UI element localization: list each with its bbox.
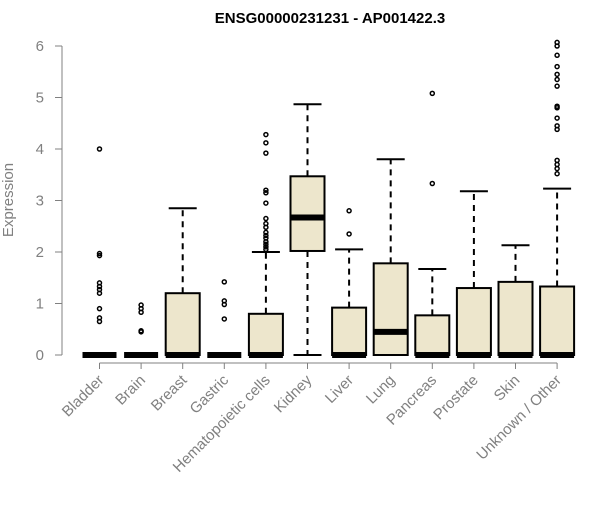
box-lung bbox=[372, 158, 409, 356]
outlier-point bbox=[429, 90, 436, 97]
outlier-point bbox=[554, 115, 560, 121]
x-tick-label: Breast bbox=[148, 371, 191, 414]
outlier-point bbox=[554, 43, 560, 49]
outlier-point bbox=[138, 309, 144, 316]
outlier-point bbox=[221, 316, 228, 322]
box-iqr bbox=[289, 175, 326, 252]
outlier-point bbox=[263, 187, 269, 193]
outlier-point bbox=[554, 105, 560, 111]
outlier-point bbox=[554, 83, 560, 89]
outlier-point bbox=[263, 140, 269, 146]
box-gastric bbox=[207, 279, 242, 358]
outlier-point bbox=[263, 244, 269, 250]
box-kidney bbox=[289, 103, 326, 356]
box-iqr bbox=[414, 314, 451, 356]
x-tick-label: Prostate bbox=[430, 372, 482, 424]
outlier-point bbox=[263, 215, 269, 222]
outlier-point bbox=[263, 131, 269, 138]
y-tick-label: 2 bbox=[36, 244, 44, 261]
box-iqr bbox=[331, 306, 368, 356]
outlier-point bbox=[554, 71, 560, 78]
y-tick-label: 1 bbox=[36, 296, 44, 313]
outlier-point bbox=[554, 52, 560, 59]
outlier-point bbox=[96, 252, 103, 259]
outlier-point bbox=[263, 150, 269, 156]
x-tick-label: Kidney bbox=[271, 371, 316, 416]
box-brain bbox=[124, 302, 159, 358]
outlier-point bbox=[221, 301, 228, 308]
box-iqr bbox=[372, 262, 409, 356]
outlier-point bbox=[346, 208, 352, 214]
chart-title: ENSG00000231231 - AP001422.3 bbox=[215, 10, 445, 27]
x-tick-label: Brain bbox=[112, 372, 149, 409]
y-tick-label: 3 bbox=[36, 193, 44, 210]
box-iqr bbox=[455, 287, 492, 356]
outlier-point bbox=[429, 180, 436, 187]
y-axis-label: Expression bbox=[0, 163, 17, 237]
y-tick-label: 0 bbox=[36, 347, 44, 364]
outlier-point bbox=[138, 329, 144, 335]
outlier-point bbox=[263, 200, 269, 206]
box-hematopoietic-cells bbox=[247, 131, 284, 358]
outlier-point bbox=[96, 318, 103, 325]
y-tick-label: 5 bbox=[36, 90, 44, 107]
outlier-point bbox=[263, 229, 269, 236]
box-pancreas bbox=[414, 90, 451, 358]
outlier-point bbox=[96, 283, 103, 290]
box-iqr bbox=[539, 285, 576, 357]
outlier-point bbox=[263, 241, 269, 248]
outlier-point bbox=[96, 250, 103, 257]
outlier-point bbox=[263, 238, 269, 245]
x-tick-label: Skin bbox=[491, 372, 524, 405]
x-tick-label: Liver bbox=[322, 372, 357, 407]
outlier-point bbox=[96, 290, 103, 296]
box-bladder bbox=[82, 146, 117, 358]
outlier-point bbox=[554, 165, 560, 172]
box-unknown-other bbox=[539, 39, 576, 358]
box-breast bbox=[164, 207, 201, 358]
outlier-point bbox=[554, 76, 560, 83]
outlier-point bbox=[346, 231, 352, 237]
outlier-point bbox=[554, 63, 560, 70]
outlier-point bbox=[554, 170, 560, 177]
box-liver bbox=[331, 208, 368, 358]
box-iqr bbox=[164, 292, 201, 357]
outlier-point bbox=[263, 246, 269, 253]
outlier-point bbox=[221, 279, 228, 285]
outlier-point bbox=[96, 146, 103, 152]
box-iqr bbox=[247, 312, 284, 356]
y-tick-label: 4 bbox=[36, 141, 44, 158]
outlier-point bbox=[263, 190, 269, 196]
x-tick-label: Bladder bbox=[59, 372, 108, 421]
box-iqr bbox=[497, 280, 534, 356]
outlier-point bbox=[96, 305, 103, 312]
box-prostate bbox=[455, 190, 492, 358]
outlier-point bbox=[554, 126, 560, 133]
outlier-point bbox=[263, 232, 269, 239]
y-axis: 0 1 2 3 4 5 6 bbox=[36, 38, 63, 364]
x-tick-label: Lung bbox=[363, 372, 399, 408]
plot-area bbox=[82, 39, 576, 358]
y-tick-label: 6 bbox=[36, 38, 44, 55]
box-skin bbox=[497, 244, 534, 358]
outlier-point bbox=[263, 224, 269, 231]
